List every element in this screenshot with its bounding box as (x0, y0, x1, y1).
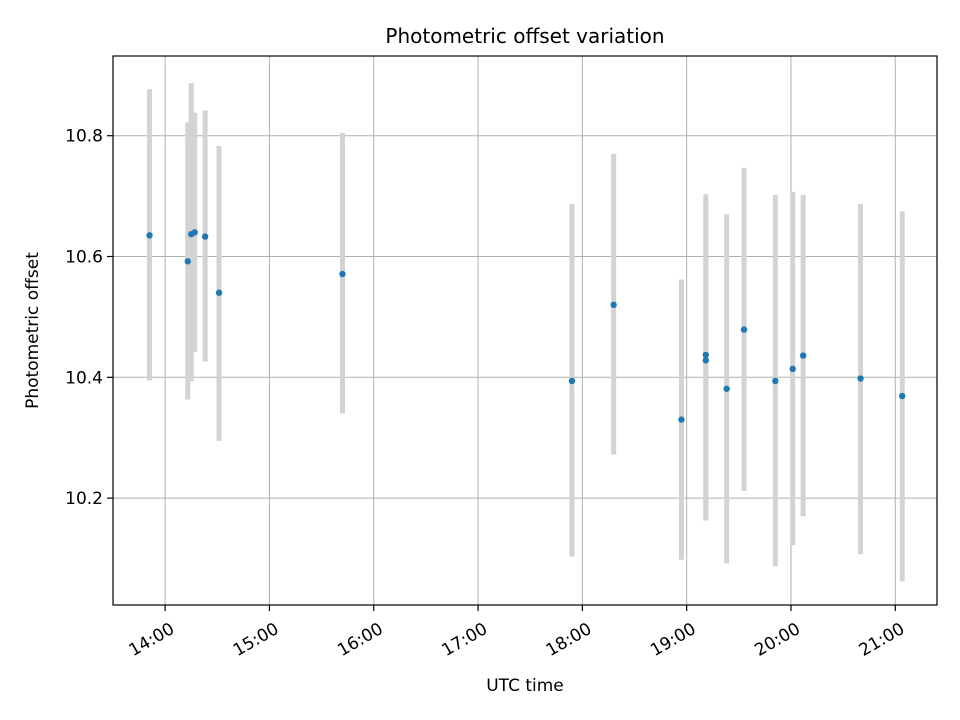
x-tick-label: 21:00 (856, 619, 908, 661)
x-tick-label: 18:00 (543, 619, 595, 661)
data-point (723, 385, 730, 392)
y-tick-label: 10.4 (65, 368, 103, 388)
data-point (789, 365, 796, 373)
x-tick-label: 20:00 (751, 619, 803, 661)
data-point (201, 233, 209, 240)
data-point (146, 232, 153, 239)
data-point (799, 352, 807, 359)
data-point (702, 351, 709, 359)
grid-layer (113, 56, 937, 605)
x-tick-label: 17:00 (439, 619, 491, 661)
plot-frame (112, 55, 938, 606)
data-point (568, 377, 576, 385)
data-point (339, 270, 346, 278)
y-tick-label: 10.2 (65, 489, 103, 509)
data-point (899, 392, 906, 400)
x-tick-label: 19:00 (647, 619, 699, 661)
x-tick-label: 15:00 (230, 619, 282, 661)
chart-title: Photometric offset variation (385, 24, 664, 48)
data-point (702, 357, 709, 364)
y-axis-label: Photometric offset (23, 252, 43, 409)
data-point (740, 326, 748, 333)
data-point (678, 416, 685, 423)
x-tick-label: 14:00 (126, 619, 178, 661)
data-point (610, 301, 617, 309)
data-point (772, 377, 779, 385)
data-point (191, 229, 198, 236)
errorbar-layer (147, 83, 905, 582)
data-point (215, 289, 223, 296)
point-layer (146, 229, 906, 423)
data-point (857, 375, 864, 382)
y-tick-label: 10.6 (65, 248, 103, 268)
x-tick-label: 16:00 (334, 619, 386, 661)
x-axis-label: UTC time (486, 676, 564, 696)
y-tick-label: 10.8 (65, 127, 103, 147)
data-point (184, 258, 191, 265)
